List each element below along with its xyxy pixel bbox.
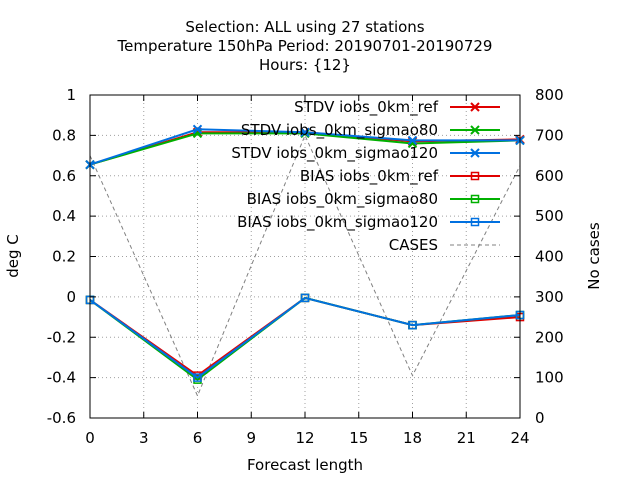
axis-ticks: 0 3 6 9 12 15 18 21 24 -0.6 -0.4 -0.2 0 0.2 0.4 0.6 0.8 1… [47, 86, 564, 447]
legend-item: CASES [389, 236, 500, 254]
y2-tick-label: 400 [535, 248, 564, 266]
y-tick-label: 1 [66, 86, 76, 104]
legend-item: STDV iobs_0km_sigmao80 [241, 121, 500, 140]
legend-label: BIAS iobs_0km_sigmao120 [237, 213, 438, 232]
legend-label: BIAS iobs_0km_ref [300, 167, 439, 186]
legend-marker [470, 194, 480, 204]
y2-tick-label: 700 [535, 126, 564, 144]
x-tick-label: 24 [510, 429, 529, 447]
legend-label: STDV iobs_0km_ref [294, 98, 439, 117]
x-tick-label: 18 [403, 429, 422, 447]
legend-marker [470, 171, 480, 181]
data-point [192, 124, 203, 135]
y-axis-label: deg C [4, 234, 22, 278]
y-tick-label: -0.2 [47, 328, 76, 346]
x-tick-label: 6 [193, 429, 203, 447]
data-point [300, 127, 310, 138]
legend-marker [470, 217, 480, 227]
x-tick-label: 0 [85, 429, 95, 447]
series-layer [85, 124, 525, 398]
legend-item: BIAS iobs_0km_sigmao120 [237, 213, 500, 232]
x-axis-label: Forecast length [247, 456, 363, 474]
legend-marker [470, 125, 480, 135]
y2-tick-label: 500 [535, 207, 564, 225]
y-tick-label: -0.4 [47, 369, 76, 387]
data-point [193, 373, 202, 382]
y2-tick-label: 600 [535, 167, 564, 185]
y2-tick-label: 100 [535, 369, 564, 387]
legend-item: STDV iobs_0km_sigmao120 [231, 144, 500, 163]
y-tick-label: 0.2 [52, 248, 76, 266]
series-line [89, 296, 521, 379]
x-tick-label: 15 [349, 429, 368, 447]
data-point [407, 135, 418, 146]
x-tick-label: 12 [295, 429, 314, 447]
y2-axis-label: No cases [585, 222, 603, 290]
y-tick-label: 0.6 [52, 167, 76, 185]
legend-label: CASES [389, 236, 438, 254]
y2-tick-label: 300 [535, 288, 564, 306]
y2-tick-label: 800 [535, 86, 564, 104]
legend: STDV iobs_0km_ref STDV iobs_0km_sigmao80 S… [231, 98, 500, 254]
x-tick-label: 21 [457, 429, 476, 447]
x-tick-label: 3 [139, 429, 149, 447]
y-tick-label: 0.8 [52, 126, 76, 144]
series-cases [89, 134, 521, 398]
y2-tick-label: 200 [535, 328, 564, 346]
legend-item: STDV iobs_0km_ref [294, 98, 500, 117]
legend-item: BIAS iobs_0km_sigmao80 [247, 190, 500, 209]
series-stdv-iobs-0km-sigmao120 [85, 124, 525, 170]
title-line: Selection: ALL using 27 stations [185, 18, 424, 36]
chart-title: Selection: ALL using 27 stationsTemperat… [117, 18, 493, 74]
title-line: Hours: {12} [259, 56, 351, 74]
legend-label: STDV iobs_0km_sigmao80 [241, 121, 438, 140]
legend-marker [470, 102, 480, 112]
series-line [89, 134, 521, 398]
y-tick-label: 0.4 [52, 207, 76, 225]
y-tick-label: 0 [66, 288, 76, 306]
legend-label: STDV iobs_0km_sigmao120 [231, 144, 438, 163]
legend-marker [470, 148, 480, 158]
legend-item: BIAS iobs_0km_ref [300, 167, 500, 186]
data-point [408, 320, 417, 330]
title-line: Temperature 150hPa Period: 20190701-2019… [117, 37, 493, 55]
y-tick-label: -0.6 [47, 409, 76, 427]
y2-tick-label: 0 [535, 409, 545, 427]
data-point [300, 293, 310, 303]
x-tick-label: 9 [246, 429, 256, 447]
legend-label: BIAS iobs_0km_sigmao80 [247, 190, 438, 209]
